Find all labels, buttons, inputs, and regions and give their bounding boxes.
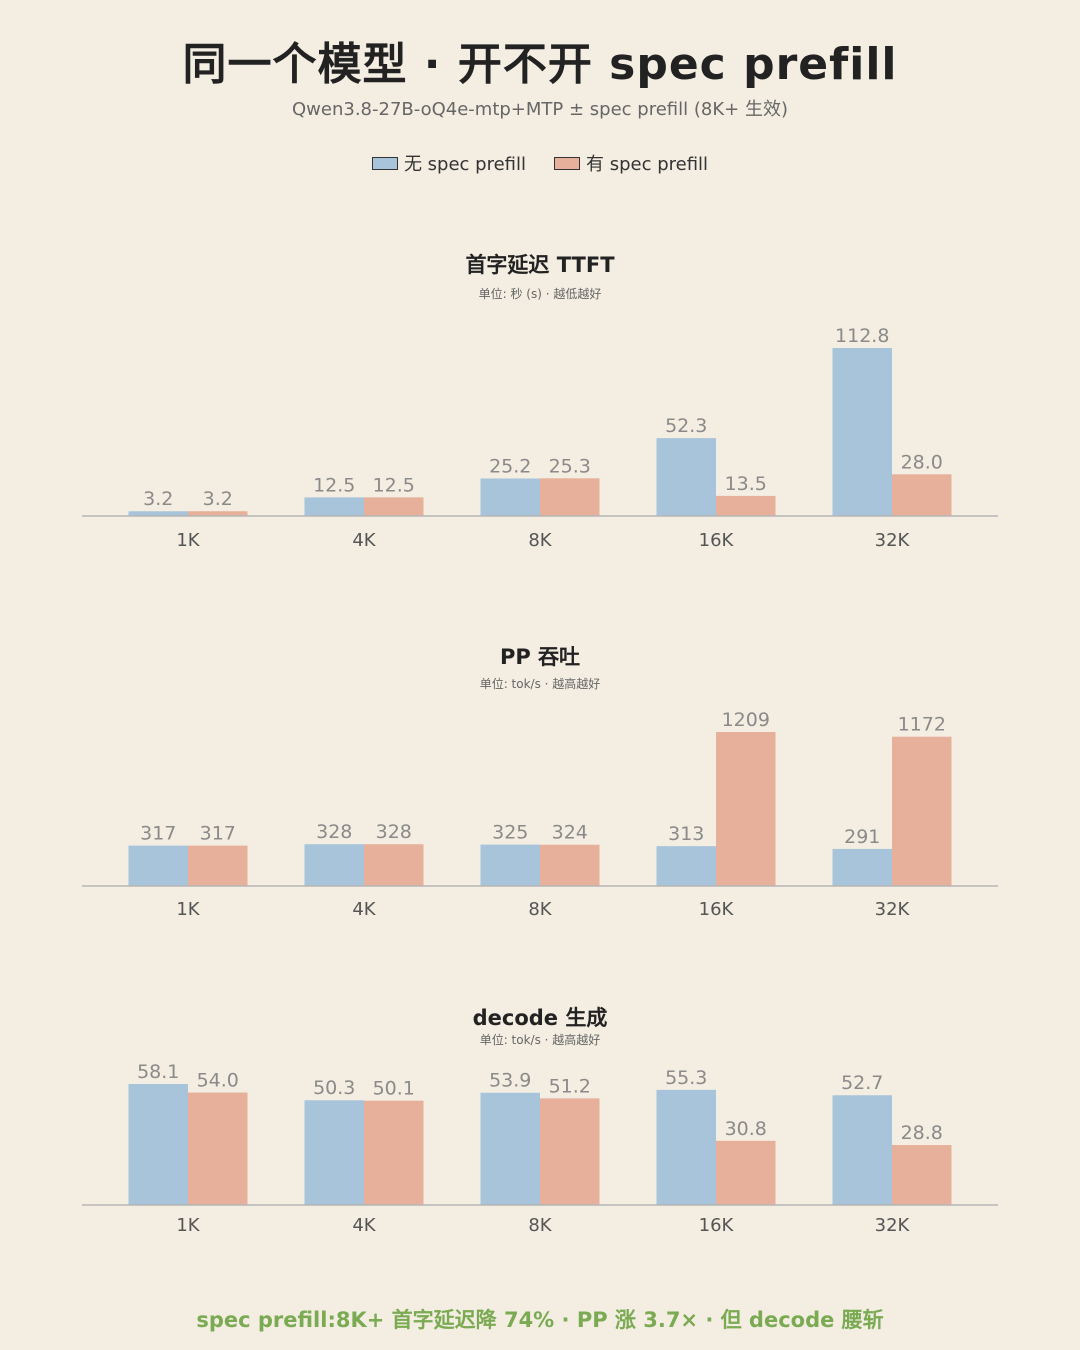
pp-value-label-8k-with: 324: [552, 822, 588, 844]
decode-bar-8k-without: [480, 1092, 540, 1205]
ttft-bar-1k-without: [128, 511, 188, 516]
ttft-bar-16k-with: [716, 495, 776, 516]
decode-value-label-8k-with: 51.2: [549, 1075, 591, 1097]
page-subtitle: Qwen3.8-27B-oQ4e-mtp+MTP ± spec prefill …: [292, 99, 788, 120]
ttft-category-label-4k: 4K: [352, 530, 376, 551]
pp-chart-subtitle: 单位: tok/s · 越高越好: [480, 676, 601, 691]
pp-value-label-4k-without: 328: [316, 821, 352, 843]
pp-bar-4k-without: [304, 844, 364, 886]
decode-category-label-1k: 1K: [176, 1215, 200, 1236]
ttft-value-label-1k-without: 3.2: [143, 488, 173, 510]
decode-value-label-16k-without: 55.3: [665, 1067, 707, 1089]
ttft-value-label-16k-with: 13.5: [725, 473, 767, 495]
ttft-value-label-8k-with: 25.3: [549, 455, 591, 477]
pp-value-label-4k-with: 328: [376, 821, 412, 843]
footer-summary: spec prefill:8K+ 首字延迟降 74% · PP 涨 3.7× ·…: [196, 1308, 884, 1332]
decode-value-label-1k-with: 54.0: [197, 1070, 239, 1092]
ttft-bar-8k-with: [540, 478, 600, 516]
pp-bar-32k-with: [892, 736, 952, 886]
legend: 无 spec prefill 有 spec prefill: [0, 150, 1080, 176]
pp-value-label-8k-without: 325: [492, 822, 528, 844]
pp-value-label-1k-without: 317: [140, 823, 176, 845]
pp-value-label-32k-with: 1172: [898, 714, 946, 736]
pp-bar-8k-without: [480, 844, 540, 886]
ttft-value-label-1k-with: 3.2: [203, 488, 233, 510]
pp-category-label-32k: 32K: [875, 899, 911, 920]
decode-bar-4k-without: [304, 1100, 364, 1205]
ttft-value-label-32k-with: 28.0: [901, 451, 943, 473]
ttft-chart-subtitle: 单位: 秒 (s) · 越低越好: [479, 286, 602, 301]
legend-label-with: 有 spec prefill: [586, 154, 709, 175]
ttft-value-label-8k-without: 25.2: [489, 455, 531, 477]
ttft-bar-32k-without: [832, 348, 892, 516]
decode-bar-32k-without: [832, 1095, 892, 1205]
decode-bar-8k-with: [540, 1098, 600, 1205]
decode-chart-title: decode 生成: [473, 1006, 608, 1030]
ttft-bar-8k-without: [480, 478, 540, 516]
pp-category-label-16k: 16K: [699, 899, 735, 920]
decode-value-label-16k-with: 30.8: [725, 1118, 767, 1140]
decode-value-label-8k-without: 53.9: [489, 1070, 531, 1092]
ttft-category-label-8k: 8K: [528, 530, 552, 551]
pp-bar-32k-without: [832, 848, 892, 886]
chart-ttft: 首字延迟 TTFT 单位: 秒 (s) · 越低越好 3.2 3.21K 12.5 12.…: [82, 253, 998, 551]
ttft-bar-1k-with: [188, 511, 248, 516]
decode-bar-16k-with: [716, 1140, 776, 1205]
pp-value-label-32k-without: 291: [844, 826, 880, 848]
ttft-category-label-32k: 32K: [875, 530, 911, 551]
pp-category-label-4k: 4K: [352, 899, 376, 920]
ttft-value-label-4k-with: 12.5: [373, 474, 415, 496]
decode-value-label-32k-with: 28.8: [901, 1122, 943, 1144]
ttft-bar-4k-without: [304, 497, 364, 516]
decode-category-label-4k: 4K: [352, 1215, 376, 1236]
decode-bar-1k-with: [188, 1092, 248, 1205]
decode-category-label-16k: 16K: [699, 1215, 735, 1236]
decode-value-label-32k-without: 52.7: [841, 1072, 883, 1094]
pp-bar-16k-with: [716, 732, 776, 886]
pp-value-label-16k-without: 313: [668, 823, 704, 845]
decode-category-label-32k: 32K: [875, 1215, 911, 1236]
decode-bar-4k-with: [364, 1100, 424, 1205]
legend-item-with: 有 spec prefill: [554, 150, 708, 176]
pp-bar-1k-without: [128, 845, 188, 886]
pp-chart-title: PP 吞吐: [500, 645, 580, 669]
ttft-category-label-16k: 16K: [699, 530, 735, 551]
pp-bar-4k-with: [364, 844, 424, 886]
page-title: 同一个模型 · 开不开 spec prefill: [182, 39, 898, 90]
decode-bar-32k-with: [892, 1145, 952, 1205]
pp-bar-8k-with: [540, 844, 600, 886]
decode-category-label-8k: 8K: [528, 1215, 552, 1236]
decode-chart-subtitle: 单位: tok/s · 越高越好: [480, 1032, 601, 1047]
legend-swatch-with: [554, 156, 580, 170]
decode-value-label-4k-without: 50.3: [313, 1077, 355, 1099]
pp-value-label-1k-with: 317: [200, 823, 236, 845]
decode-bar-16k-without: [656, 1089, 716, 1205]
pp-value-label-16k-with: 1209: [722, 709, 770, 731]
pp-bar-1k-with: [188, 845, 248, 886]
decode-value-label-4k-with: 50.1: [373, 1078, 415, 1100]
ttft-chart-title: 首字延迟 TTFT: [465, 253, 615, 277]
ttft-bar-16k-without: [656, 438, 716, 516]
ttft-value-label-32k-without: 112.8: [835, 325, 889, 347]
pp-category-label-1k: 1K: [176, 899, 200, 920]
ttft-bar-4k-with: [364, 497, 424, 516]
pp-category-label-8k: 8K: [528, 899, 552, 920]
decode-bar-1k-without: [128, 1084, 188, 1205]
legend-label-without: 无 spec prefill: [403, 154, 526, 175]
ttft-bar-32k-with: [892, 474, 952, 516]
pp-bar-16k-without: [656, 846, 716, 886]
ttft-value-label-16k-without: 52.3: [665, 415, 707, 437]
legend-swatch-without: [371, 156, 398, 170]
ttft-value-label-4k-without: 12.5: [313, 474, 355, 496]
legend-item-without: 无 spec prefill: [371, 150, 526, 176]
decode-value-label-1k-without: 58.1: [137, 1061, 179, 1083]
ttft-category-label-1k: 1K: [176, 530, 200, 551]
